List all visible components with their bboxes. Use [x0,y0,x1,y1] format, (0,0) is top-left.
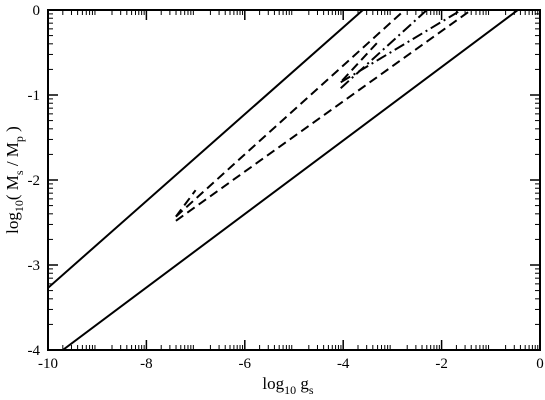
y-axis-sub2: p [12,136,26,142]
y-axis-title: log10( Ms / Mp ) [3,126,26,234]
y-tick-label: -2 [28,173,41,189]
y-tick-label: -1 [28,88,41,104]
x-tick-label: -2 [435,356,448,372]
series-line-dashdot-6 [340,10,428,89]
plot-frame [47,9,541,351]
series-line-dashed-5 [341,41,379,82]
x-axis-var: g [296,374,309,393]
y-axis-close: ) [3,126,22,136]
x-tick-label: -6 [239,356,252,372]
y-axis-log-sub: 10 [12,200,26,212]
x-tick-label: 0 [536,356,544,372]
x-axis-log-sub: 10 [284,383,296,397]
y-tick-label: -3 [28,258,41,274]
x-axis-title: log10 gs [262,374,313,397]
series-line-dashed-3 [175,10,472,222]
major-ticks [47,9,541,351]
y-axis-mid: / M [3,142,22,170]
y-tick-label: -4 [28,343,41,359]
x-axis-log: log [262,374,284,393]
x-axis-var-sub: s [309,383,314,397]
tick-labels: -10 -8 -6 -4 -2 0-4-3-2-10 [28,3,544,372]
series-line-dashed-2 [175,10,406,218]
x-tick-label: -4 [337,356,350,372]
y-tick-label: 0 [33,3,41,19]
x-tick-label: -8 [140,356,153,372]
y-axis-text1: ( M [3,175,22,200]
series-line-solid-0 [48,10,364,289]
series-line-solid-1 [62,10,519,350]
y-axis-log: log [3,212,22,234]
x-tick-label: -10 [38,356,58,372]
minor-ticks [48,10,540,350]
series-layer [48,10,519,350]
series-line-dashed-4 [175,189,197,218]
y-axis-sub1: s [12,170,26,175]
series-line-dashdot-7 [340,10,462,84]
